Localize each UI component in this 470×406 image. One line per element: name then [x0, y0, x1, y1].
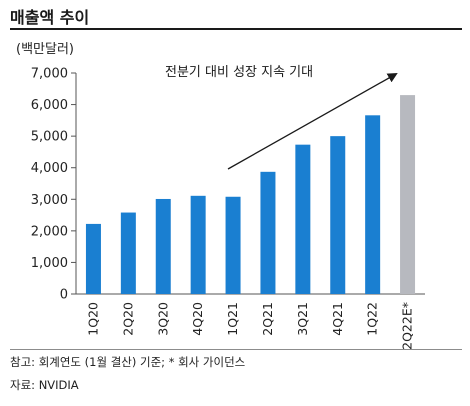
annotation-group: 전분기 대비 성장 지속 기대 — [165, 65, 398, 170]
x-tick-label: 4Q20 — [190, 302, 205, 336]
trend-arrow — [227, 73, 398, 170]
x-tick-label: 1Q20 — [85, 302, 100, 336]
x-tick-label: 2Q21 — [260, 302, 275, 336]
bar-estimate — [400, 95, 416, 294]
y-tick-label: 3,000 — [31, 193, 68, 208]
x-tick-label: 2Q22E* — [400, 302, 415, 350]
bar — [260, 171, 276, 294]
y-tick-label: 6,000 — [31, 98, 68, 113]
y-tick-label: 7,000 — [31, 67, 68, 82]
footer-source: 자료: NVIDIA — [10, 378, 79, 392]
bar — [155, 198, 171, 294]
y-tick-label: 2,000 — [31, 224, 68, 239]
y-tick-label: 5,000 — [31, 130, 68, 145]
x-tick-label: 3Q21 — [295, 302, 310, 336]
footer-note: 참고: 회계연도 (1월 결산) 기준; * 회사 가이던스 — [10, 355, 246, 369]
footer-divider — [10, 349, 462, 350]
chart-title: 매출액 추이 — [10, 8, 90, 27]
title-area: 매출액 추이 — [0, 0, 470, 30]
y-tick-label: 4,000 — [31, 161, 68, 176]
x-tick-label: 2Q20 — [120, 302, 135, 336]
bar — [295, 144, 311, 294]
y-tick-label: 1,000 — [31, 256, 68, 271]
x-tick-label: 1Q21 — [225, 302, 240, 336]
annotation-text: 전분기 대비 성장 지속 기대 — [165, 65, 313, 80]
unit-label: (백만달러) — [16, 42, 74, 57]
title-underline — [10, 28, 462, 30]
x-axis: 1Q20 2Q20 3Q20 4Q20 1Q21 2Q21 3Q21 4Q21 1Q22 2Q22… — [76, 293, 425, 350]
bar — [85, 223, 101, 294]
y-axis: 0 1,000 2,000 3,000 4,000 5,000 6,000 7,000 — [31, 67, 77, 303]
bar — [190, 195, 206, 294]
bar — [330, 136, 346, 294]
bar — [365, 115, 381, 294]
x-tick-label: 4Q21 — [330, 302, 345, 336]
bar — [225, 196, 241, 294]
bars — [85, 95, 416, 294]
x-tick-label: 1Q22 — [365, 302, 380, 336]
x-tick-label: 3Q20 — [155, 302, 170, 336]
y-tick-label: 0 — [60, 288, 68, 303]
bar — [120, 212, 136, 294]
